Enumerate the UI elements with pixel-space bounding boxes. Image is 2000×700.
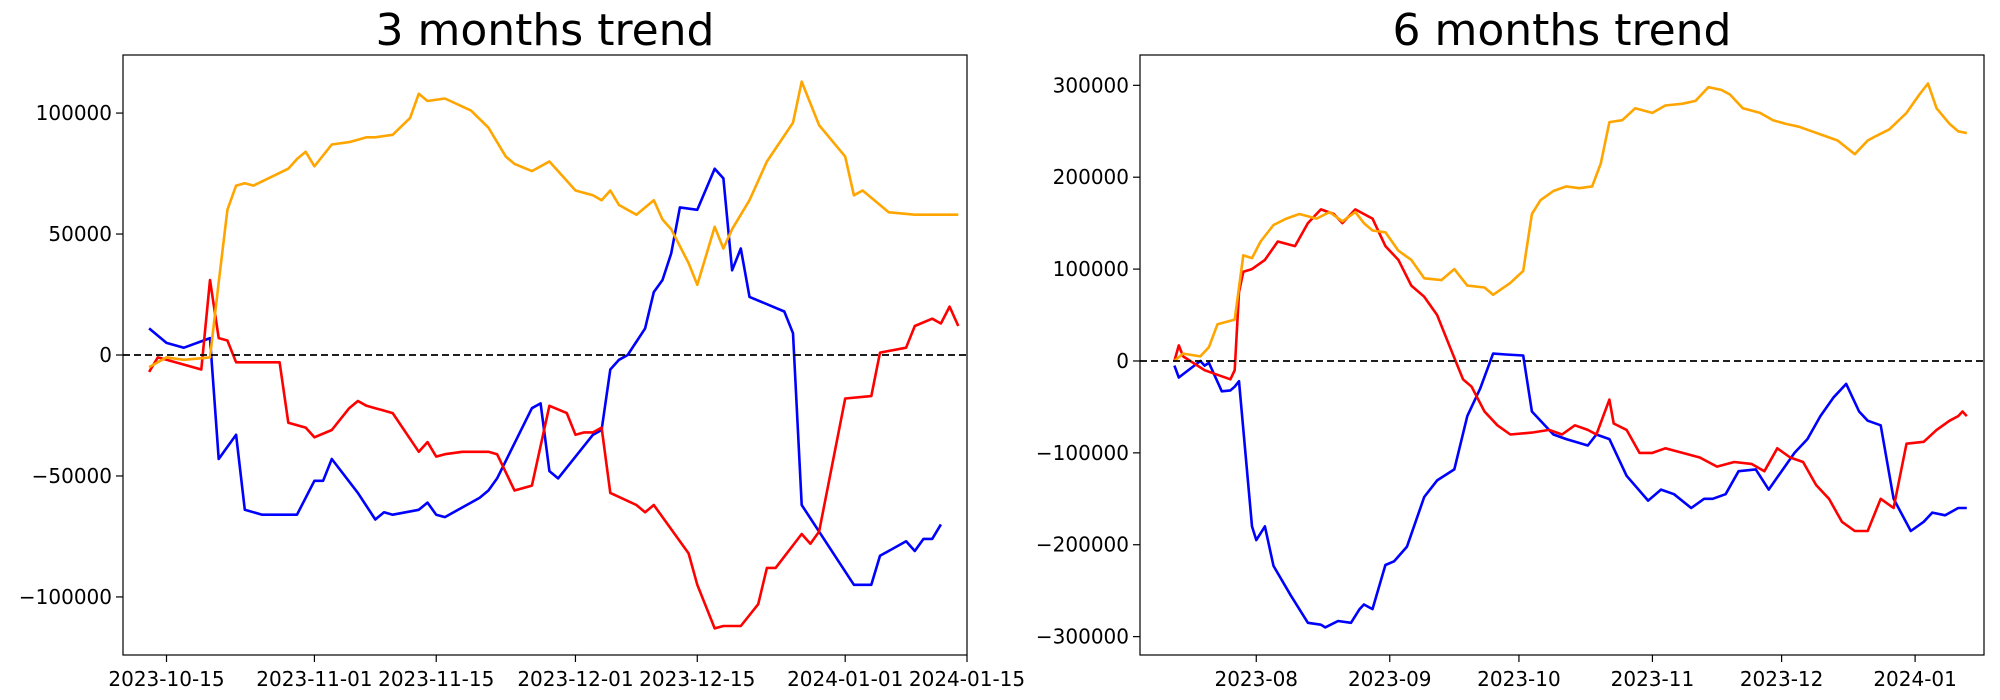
chart-6-months: 6 months trend 2023-08 2023-09 2023-10 2023… (1036, 5, 1985, 691)
y-tick-label: 0 (99, 343, 112, 367)
x-tick-label: 2023-11 (1611, 667, 1695, 691)
y-tick-label: −300000 (1036, 625, 1129, 649)
x-tick-label: 2023-10 (1477, 667, 1561, 691)
y-tick-label: 0 (1116, 349, 1129, 373)
x-tick-label: 2023-10-15 (108, 667, 224, 691)
series-line-2 (1173, 82, 1968, 362)
x-tick-label: 2023-09 (1348, 667, 1432, 691)
x-tick-label: 2023-12-01 (517, 667, 633, 691)
y-tick-label: −200000 (1036, 533, 1129, 557)
series-line-0 (148, 167, 943, 587)
chart-3-months: 3 months trend 2023-10-15 2023-11-01 2023-… (19, 5, 1025, 691)
plot-frame (1139, 54, 1985, 656)
y-tick-label: −50000 (32, 464, 112, 488)
x-tick-label: 2023-12-15 (639, 667, 755, 691)
y-tick-label: 100000 (1053, 257, 1129, 281)
chart-title: 6 months trend (1393, 5, 1732, 56)
series-line-2 (148, 80, 959, 369)
y-tick-label: 50000 (48, 222, 112, 246)
x-tick-label: 2023-11-15 (378, 667, 494, 691)
x-tick-label: 2024-01-01 (787, 667, 903, 691)
x-tick-label: 2023-12 (1740, 667, 1824, 691)
x-tick-label: 2023-08 (1214, 667, 1298, 691)
y-tick-label: 200000 (1053, 165, 1129, 189)
y-tick-label: −100000 (19, 585, 112, 609)
y-tick-label: 100000 (36, 101, 112, 125)
series-line-1 (147, 278, 960, 630)
x-tick-label: 2024-01-15 (909, 667, 1025, 691)
chart-title: 3 months trend (376, 5, 715, 56)
y-tick-label: 300000 (1053, 73, 1129, 97)
series-line-1 (1173, 208, 1968, 533)
x-tick-label: 2023-11-01 (256, 667, 372, 691)
x-tick-label: 2024-01 (1873, 667, 1957, 691)
y-tick-label: −100000 (1036, 441, 1129, 465)
series-line-0 (1173, 352, 1967, 629)
